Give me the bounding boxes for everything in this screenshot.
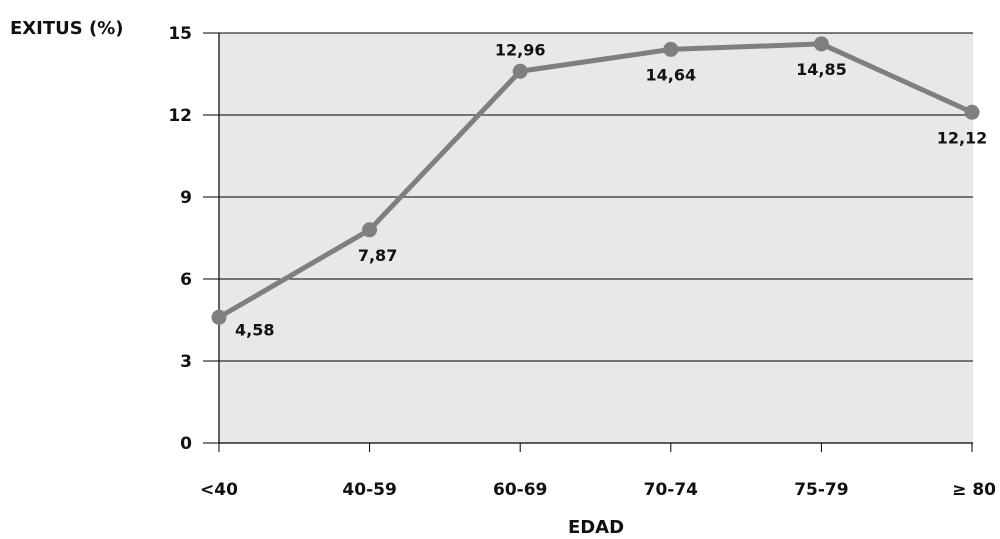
data-label: 12,96	[495, 40, 546, 59]
data-point	[813, 36, 829, 52]
data-point	[512, 63, 528, 79]
data-label: 14,85	[796, 60, 847, 79]
y-tick-label: 6	[180, 270, 192, 290]
y-tick-label: 15	[168, 24, 192, 44]
x-tick-label: <40	[200, 480, 238, 500]
data-label: 7,87	[358, 246, 397, 265]
data-point	[964, 104, 980, 120]
data-label: 12,12	[937, 128, 988, 147]
data-point	[211, 309, 227, 325]
data-point	[663, 41, 679, 57]
x-tick-label: 70-74	[644, 480, 699, 500]
y-tick-label: 9	[180, 188, 192, 208]
series-line	[217, 41, 974, 320]
y-tick-label: 12	[168, 106, 192, 126]
x-tick-label: 60-69	[493, 480, 547, 500]
tick-labels: 0 3 6 9 12 15 <40 40-59 60-69 70-74 75-79 ≥ 80	[168, 24, 996, 500]
y-tick-label: 0	[180, 434, 192, 454]
data-label: 4,58	[235, 320, 274, 339]
x-tick-label: ≥ 80	[952, 480, 996, 500]
y-axis-title: EXITUS (%)	[10, 18, 123, 39]
y-tick-label: 3	[180, 352, 192, 372]
plot-area	[219, 33, 973, 443]
series-group	[211, 36, 980, 325]
data-point	[362, 222, 378, 238]
x-tick-label: 75-79	[794, 480, 848, 500]
x-axis-title: EDAD	[568, 517, 624, 538]
data-labels: 4,58 7,87 12,96 14,64 14,85 12,12	[235, 40, 987, 339]
axes	[203, 32, 973, 452]
data-label: 14,64	[645, 65, 696, 84]
x-tick-label: 40-59	[342, 480, 396, 500]
